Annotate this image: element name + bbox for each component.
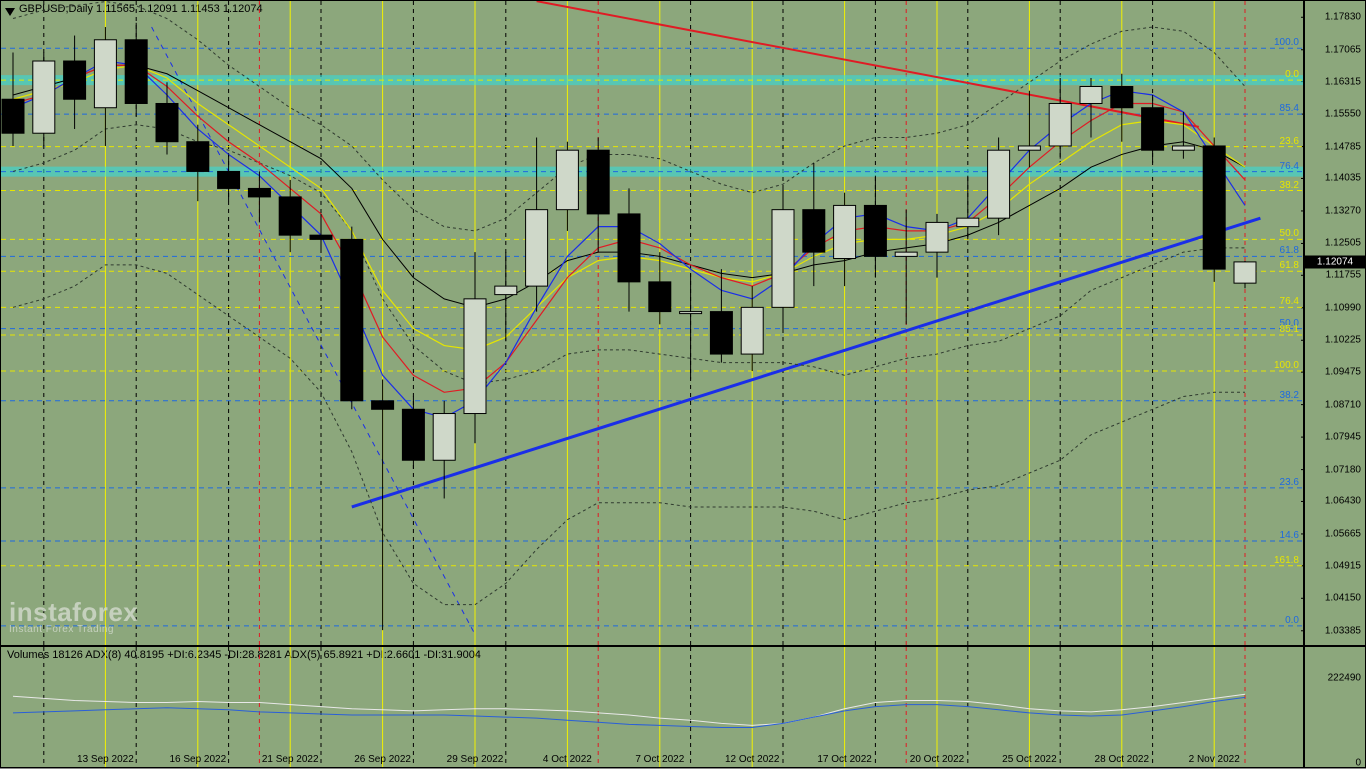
date-label: 25 Oct 2022	[1002, 754, 1056, 765]
fib-label: 23.6	[1280, 136, 1299, 147]
price-overlay	[1, 1, 1304, 646]
fib-label: 61.8	[1280, 260, 1299, 271]
date-label: 2 Nov 2022	[1189, 754, 1240, 765]
current-price-flag: 1.12074	[1305, 255, 1365, 268]
volume-overlay	[1, 647, 1304, 768]
price-tick: 1.13270	[1325, 205, 1361, 216]
fib-label: 38.2	[1280, 180, 1299, 191]
date-label: 29 Sep 2022	[447, 754, 504, 765]
volume-tick-zero: 0	[1355, 758, 1361, 769]
price-tick: 1.15550	[1325, 109, 1361, 120]
price-tick: 1.03385	[1325, 625, 1361, 636]
price-tick: 1.17830	[1325, 12, 1361, 23]
watermark-logo: instaforex Instant Forex Trading	[9, 597, 138, 635]
date-label: 26 Sep 2022	[354, 754, 411, 765]
price-tick: 1.10225	[1325, 335, 1361, 346]
chart-title: GBPUSD,Daily 1.11565 1.12091 1.11453 1.1…	[19, 3, 263, 15]
fib-label: 0.0	[1285, 615, 1299, 626]
price-tick: 1.10990	[1325, 302, 1361, 313]
fib-label: 38.2	[1280, 390, 1299, 401]
price-tick: 1.08710	[1325, 399, 1361, 410]
price-tick: 1.11755	[1326, 270, 1361, 281]
price-axis: 1.17830 1.17065 1.16315 1.15550 1.14785 1.140…	[1304, 0, 1366, 646]
price-tick: 1.06430	[1325, 496, 1361, 507]
volume-pane[interactable]: Volumes 18126 ADX(8) 40.8195 +DI:6.2345 …	[0, 646, 1304, 768]
price-tick: 1.07180	[1325, 464, 1361, 475]
date-label: 12 Oct 2022	[725, 754, 779, 765]
fib-label: 23.6	[1280, 477, 1299, 488]
price-tick: 1.09475	[1325, 367, 1361, 378]
chart-root: GBPUSD,Daily 1.11565 1.12091 1.11453 1.1…	[0, 0, 1366, 768]
fib-label: 61.8	[1280, 245, 1299, 256]
price-pane[interactable]: GBPUSD,Daily 1.11565 1.12091 1.11453 1.1…	[0, 0, 1304, 646]
date-label: 16 Sep 2022	[169, 754, 226, 765]
volume-title: Volumes 18126 ADX(8) 40.8195 +DI:6.2345 …	[7, 649, 481, 661]
price-tick: 1.07945	[1325, 432, 1361, 443]
price-tick: 1.05665	[1325, 528, 1361, 539]
date-label: 20 Oct 2022	[910, 754, 964, 765]
fib-label: 14.6	[1280, 530, 1299, 541]
date-label: 7 Oct 2022	[635, 754, 684, 765]
fib-label: 76.4	[1280, 161, 1299, 172]
price-tick: 1.14035	[1325, 173, 1361, 184]
date-label: 28 Oct 2022	[1095, 754, 1149, 765]
fib-label: 85.1	[1280, 324, 1299, 335]
volume-axis: 222490 0	[1304, 646, 1366, 768]
price-tick: 1.16315	[1325, 76, 1361, 87]
fib-label: 76.4	[1280, 296, 1299, 307]
price-tick: 1.14785	[1325, 141, 1361, 152]
fib-label: 50.0	[1280, 228, 1299, 239]
fib-label: 100.0	[1274, 37, 1299, 48]
date-label: 4 Oct 2022	[543, 754, 592, 765]
price-tick: 1.17065	[1325, 44, 1361, 55]
price-tick: 1.04915	[1325, 560, 1361, 571]
fib-label: 100.0	[1274, 360, 1299, 371]
chart-menu-icon[interactable]	[5, 5, 15, 23]
date-label: 21 Sep 2022	[262, 754, 319, 765]
date-label: 17 Oct 2022	[817, 754, 871, 765]
volume-tick: 222490	[1328, 673, 1361, 684]
price-tick: 1.04150	[1325, 593, 1361, 604]
price-tick: 1.12505	[1325, 238, 1361, 249]
fib-label: 0.0	[1285, 69, 1299, 80]
fib-label: 85.4	[1280, 103, 1299, 114]
fib-label: 161.8	[1274, 555, 1299, 566]
date-label: 13 Sep 2022	[77, 754, 134, 765]
